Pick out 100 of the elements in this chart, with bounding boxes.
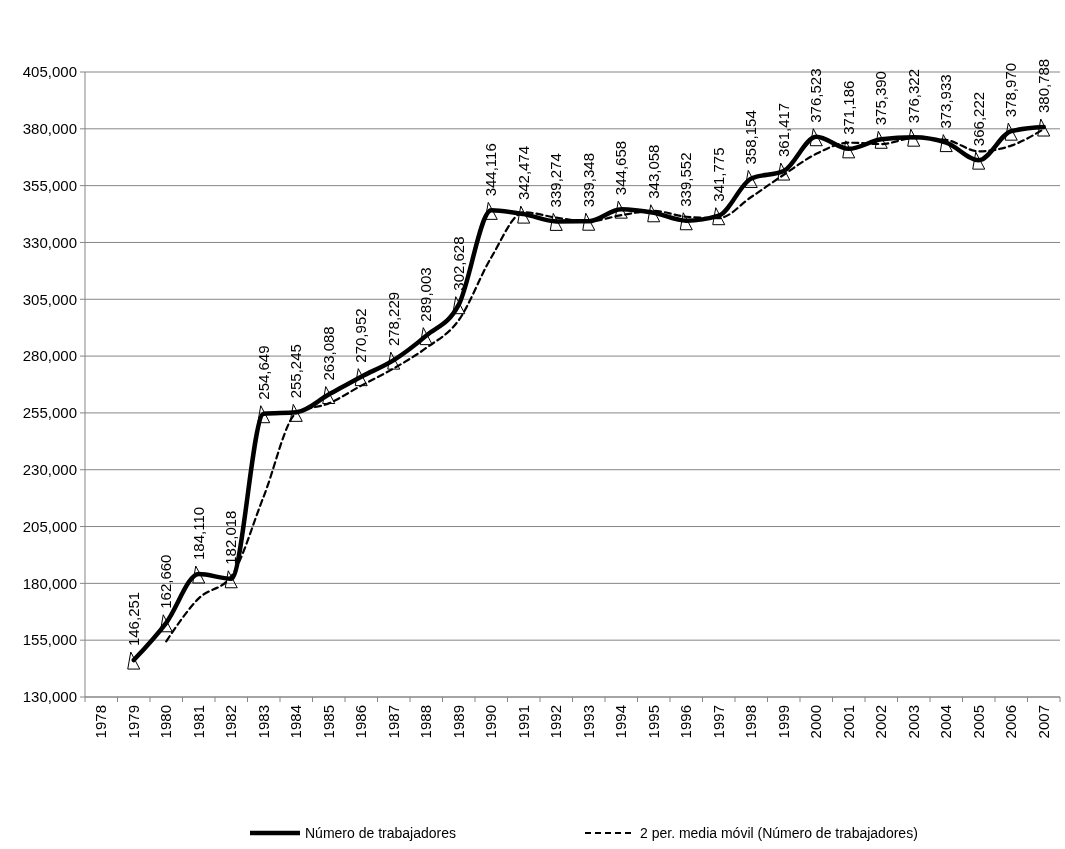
- y-tick-label: 330,000: [22, 233, 77, 251]
- x-tick-label: 1998: [742, 705, 760, 739]
- data-label: 376,322: [904, 68, 922, 124]
- x-tick-label: 1995: [644, 705, 662, 739]
- legend-label: 2 per. media móvil (Número de trabajadores): [640, 825, 918, 841]
- x-tick-label: 1986: [352, 705, 370, 739]
- y-tick-label: 355,000: [22, 176, 77, 194]
- point: [874, 130, 888, 149]
- y-tick-label: 155,000: [22, 631, 77, 649]
- data-label: 341,775: [709, 147, 727, 202]
- data-label: 339,348: [579, 152, 597, 208]
- x-tick-label: 2004: [937, 705, 955, 739]
- x-tick-label: 1994: [612, 705, 630, 739]
- point: [354, 368, 368, 387]
- point: [257, 405, 271, 424]
- x-tick-label: 2007: [1034, 705, 1052, 739]
- data-label: 342,474: [514, 145, 532, 201]
- x-tick-label: 1981: [189, 705, 207, 739]
- data-label: 289,003: [417, 267, 435, 322]
- point: [159, 614, 173, 633]
- x-tick-label: 1989: [449, 705, 467, 739]
- data-label: 263,088: [319, 326, 337, 381]
- data-label: 358,154: [742, 110, 760, 165]
- point: [452, 296, 466, 315]
- x-tick-label: 1982: [222, 705, 240, 739]
- data-label: 376,523: [807, 68, 825, 123]
- point: [777, 162, 791, 181]
- x-tick-label: 1979: [124, 705, 142, 739]
- point: [224, 570, 238, 589]
- x-tick-label: 1992: [547, 705, 565, 739]
- point: [387, 351, 401, 370]
- data-label: 162,660: [157, 554, 175, 609]
- y-tick-label: 130,000: [22, 688, 77, 706]
- data-label: 182,018: [222, 510, 240, 565]
- point: [322, 386, 336, 405]
- y-tick-label: 280,000: [22, 347, 77, 365]
- legend-label: Número de trabajadores: [305, 825, 456, 841]
- x-tick-label: 2006: [1002, 705, 1020, 739]
- point: [582, 212, 596, 231]
- x-tick-label: 2000: [807, 705, 825, 739]
- x-tick-label: 1980: [157, 705, 175, 739]
- x-tick-label: 1991: [514, 705, 532, 739]
- point: [517, 205, 531, 224]
- data-label: 254,649: [254, 345, 272, 400]
- point: [744, 169, 758, 188]
- data-label: 184,110: [189, 506, 207, 561]
- point: [712, 207, 726, 226]
- data-label: 339,274: [547, 153, 565, 208]
- point: [842, 140, 856, 159]
- x-tick-label: 2003: [904, 705, 922, 739]
- x-tick-label: 1996: [677, 705, 695, 739]
- data-label: 278,229: [384, 291, 402, 347]
- data-label: 366,222: [969, 91, 987, 147]
- y-tick-label: 380,000: [22, 120, 77, 138]
- data-label: 371,186: [839, 80, 857, 135]
- point: [192, 565, 206, 584]
- y-tick-label: 180,000: [22, 574, 77, 592]
- data-label: 339,552: [677, 152, 695, 207]
- data-label: 344,116: [482, 143, 500, 197]
- data-label: 344,658: [612, 140, 630, 196]
- x-tick-label: 1984: [287, 705, 305, 739]
- point: [549, 212, 563, 231]
- x-tick-label: 1985: [319, 705, 337, 739]
- x-tick-label: 1990: [482, 705, 500, 739]
- point: [972, 151, 986, 170]
- data-label: 302,628: [449, 236, 467, 291]
- point: [939, 134, 953, 153]
- y-tick-label: 205,000: [22, 517, 77, 535]
- x-tick-label: 1988: [417, 705, 435, 739]
- data-label: 378,970: [1002, 62, 1020, 118]
- x-tick-label: 1987: [384, 705, 402, 739]
- point: [289, 403, 303, 422]
- point: [614, 200, 628, 219]
- data-label: 375,390: [872, 71, 890, 126]
- data-label: 361,417: [774, 102, 792, 158]
- point: [127, 651, 141, 670]
- y-tick-label: 405,000: [22, 63, 77, 81]
- data-label: 380,788: [1034, 58, 1052, 114]
- point: [419, 327, 433, 346]
- y-tick-label: 230,000: [22, 460, 77, 478]
- point: [907, 128, 921, 147]
- point: [1037, 118, 1051, 137]
- x-tick-label: 2005: [969, 705, 987, 739]
- data-label: 270,952: [352, 308, 370, 363]
- x-tick-label: 2002: [872, 705, 890, 739]
- point: [809, 128, 823, 147]
- x-tick-label: 1993: [579, 705, 597, 739]
- point: [679, 212, 693, 231]
- x-tick-label: 2001: [839, 705, 857, 739]
- point: [647, 204, 661, 223]
- x-tick-label: 1983: [254, 705, 272, 739]
- data-label: 343,058: [644, 144, 662, 199]
- y-tick-label: 255,000: [22, 404, 77, 422]
- y-tick-label: 305,000: [22, 290, 77, 308]
- data-label: 373,933: [937, 74, 955, 129]
- point: [484, 201, 498, 220]
- x-tick-label: 1997: [709, 705, 727, 739]
- data-label: 255,245: [287, 344, 305, 399]
- data-label: 146,251: [124, 591, 142, 647]
- x-tick-label: 1978: [92, 705, 110, 739]
